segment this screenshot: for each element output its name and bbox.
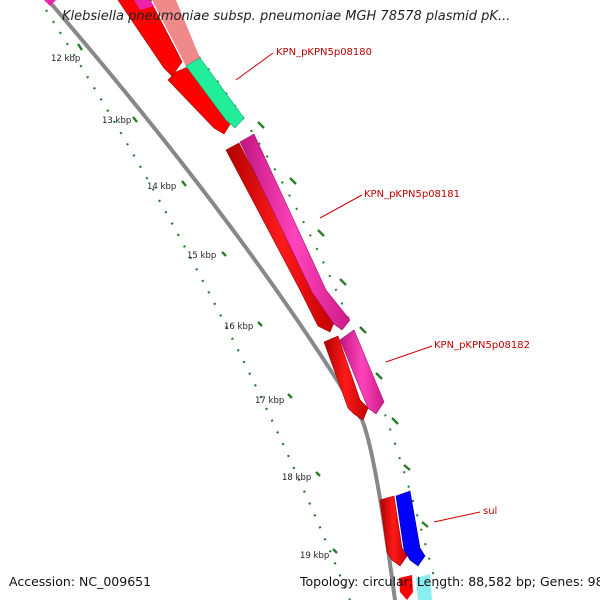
major-ticks: [77, 43, 338, 554]
cds-reverse-track: [117, 0, 413, 600]
cds-arrow: [44, 0, 56, 6]
tick-label: 13 kbp: [102, 116, 131, 126]
tick-label: 12 kbp: [51, 54, 80, 64]
cds-arrow: [323, 335, 369, 421]
backbone-ring: [46, 0, 364, 422]
tick-label: 16 kbp: [224, 322, 253, 332]
accession-text: Accession: NC_009651: [9, 574, 152, 589]
tick-label: 15 kbp: [187, 251, 216, 261]
cds-arrow: [339, 329, 385, 415]
backbone-ring: [360, 419, 397, 600]
tick-label: 17 kbp: [255, 396, 284, 406]
gene-label: KPN_pKPN5p08180: [276, 47, 372, 58]
gene-label: sul: [483, 506, 497, 517]
tick-label: 18 kbp: [282, 473, 311, 483]
cds-arrow: [416, 574, 432, 600]
cds-arrow: [379, 495, 408, 567]
cds-arrow: [117, 0, 183, 77]
callout-lines: [235, 52, 481, 523]
tick-label: 14 kbp: [147, 182, 176, 192]
tick-ring-inner: [45, 9, 352, 600]
cds-arrow: [134, 0, 154, 10]
topology-text: Topology: circular; Length: 88,582 bp; G…: [300, 574, 600, 589]
cds-forward-track: [44, 0, 432, 600]
cds-arrow: [399, 575, 413, 600]
cds-arrow: [239, 133, 351, 331]
gene-label: KPN_pKPN5p08182: [434, 340, 530, 351]
cds-arrow: [152, 0, 200, 66]
map-title: Klebsiella pneumoniae subsp. pneumoniae …: [62, 9, 511, 24]
gene-label: KPN_pKPN5p08181: [364, 189, 460, 200]
tick-label: 19 kbp: [300, 551, 329, 561]
outer-ticks: [257, 121, 429, 528]
cds-arrow: [225, 142, 337, 333]
cds-arrow: [185, 57, 245, 129]
cds-arrow: [395, 490, 426, 567]
